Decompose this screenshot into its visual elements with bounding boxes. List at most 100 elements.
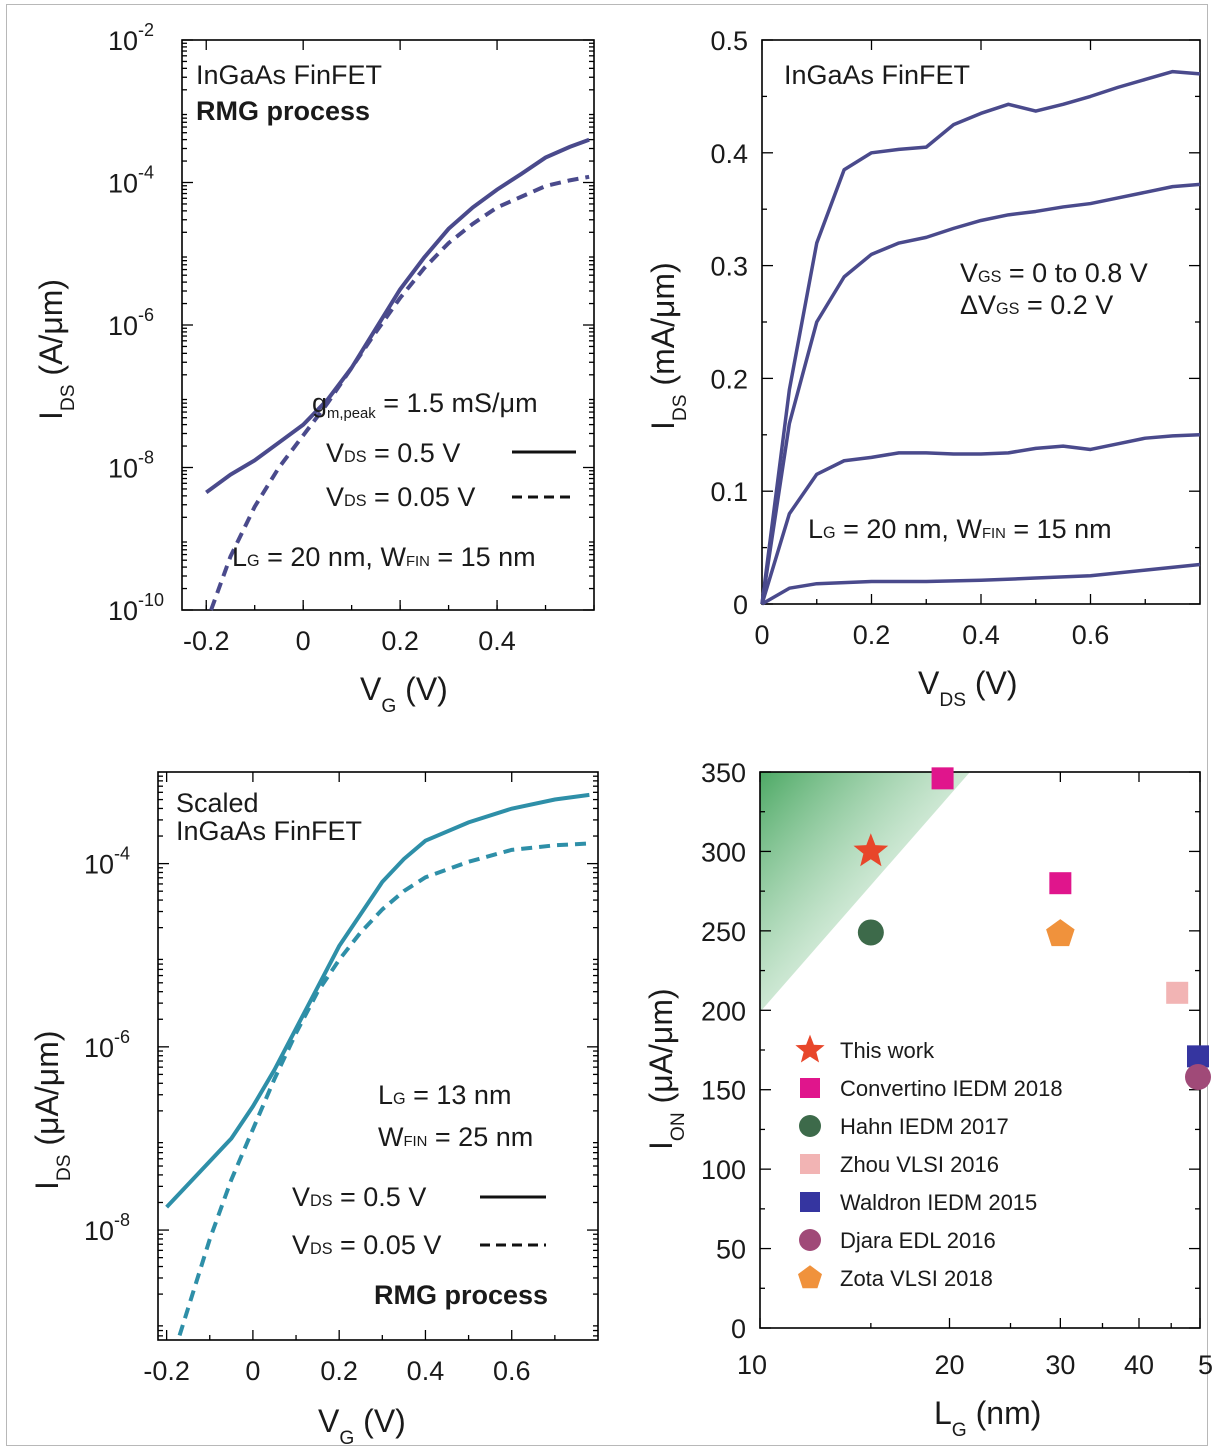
x-axis-label-part-2: (V) (966, 665, 1018, 701)
y-tick-label: 10-8 (108, 448, 154, 484)
x-tick-label: 0.4 (407, 1356, 445, 1386)
process-label: RMG process (196, 96, 370, 126)
vds-solid-label-part-2: = 0.5 V (333, 1182, 427, 1212)
gate-length-label-part-1: G (393, 1090, 406, 1108)
vds-solid-label-part-1: DS (310, 1192, 333, 1210)
fin-width-label-part-0: W (378, 1122, 404, 1152)
vds-dashed-label-part-0: V (326, 482, 344, 512)
y-tick-label: 150 (701, 1076, 746, 1106)
y-tick-label: 10-8 (84, 1210, 130, 1246)
chart-panel-4: 10 20 30 40 50 0 50 100 150 200 250 300 350 This work… (643, 758, 1214, 1441)
device-dim-label-part-3: FIN (982, 526, 1006, 542)
vds-dashed-label: VDS = 0.05 V (326, 482, 475, 512)
device-dim-label-part-4: = 15 nm (430, 542, 536, 572)
y-tick-label: 250 (701, 917, 746, 947)
vgs-step-label: ΔVGS = 0.2 V (960, 290, 1113, 320)
vds-solid-label-part-1: DS (344, 448, 367, 466)
device-dim-label-part-1: G (247, 552, 260, 570)
vds-solid-label: VDS = 0.5 V (292, 1182, 426, 1212)
series-line-1 (165, 792, 590, 1209)
y-tick-exponent: -8 (114, 1210, 130, 1230)
x-axis-label: VG (V) (318, 1403, 406, 1448)
x-tick-label: 0.4 (962, 620, 1000, 650)
y-tick-label: 50 (716, 1235, 746, 1265)
vgs-step-label-part-0: ΔV (960, 290, 996, 320)
device-dim-label-part-4: = 15 nm (1006, 514, 1112, 544)
x-axis-label: VDS (V) (918, 665, 1018, 711)
y-axis-label: IDS (mA/μm) (645, 262, 691, 430)
y-tick-exponent: -8 (138, 448, 154, 468)
device-dim-label-part-2: = 20 nm, W (260, 542, 407, 572)
vgs-range-label: VGS = 0 to 0.8 V (960, 258, 1148, 288)
y-axis-label-part-0: I (29, 1181, 65, 1190)
y-tick-base: 10 (108, 454, 138, 484)
x-tick-label: 0.6 (493, 1356, 531, 1386)
y-axis-label-part-1: ON (668, 1112, 689, 1141)
process-label: RMG process (374, 1280, 548, 1310)
y-tick-label: 0.5 (710, 26, 748, 56)
device-name: InGaAs FinFET (784, 60, 970, 90)
vds-solid-label-part-0: V (326, 438, 344, 468)
legend-label: This work (840, 1038, 935, 1063)
vds-dashed-label: VDS = 0.05 V (292, 1230, 441, 1260)
y-axis-label-part-1: DS (670, 394, 691, 421)
y-tick-exponent: -4 (114, 844, 130, 864)
device-dim-label-part-0: L (808, 514, 823, 544)
y-tick-label: 200 (701, 996, 746, 1026)
series-line-3 (760, 433, 1201, 605)
y-axis-label-part-0: I (33, 411, 69, 420)
x-axis-label-part-2: (V) (396, 671, 448, 707)
y-tick-label: 100 (701, 1155, 746, 1185)
x-tick-label: 30 (1045, 1350, 1075, 1380)
data-point-star (853, 833, 889, 867)
gm-peak-label-part-0: g (312, 388, 327, 418)
y-axis-label-part-2: (μA/μm) (643, 988, 679, 1112)
data-point-square (1166, 981, 1189, 1004)
vds-solid-label-part-2: = 0.5 V (367, 438, 461, 468)
figure-frame (6, 4, 1208, 1446)
x-tick-label: 50 (1198, 1350, 1214, 1380)
vds-dashed-label-part-1: DS (310, 1240, 333, 1258)
y-tick-base: 10 (108, 169, 138, 199)
x-tick-label: 0.2 (381, 626, 419, 656)
chart-panel-3: -0.2 0 0.2 0.4 0.610-810-610-4VG (V)IDS (μA/… (29, 771, 599, 1448)
gm-peak-label: gm,peak = 1.5 mS/μm (312, 388, 538, 422)
legend-label: Convertino IEDM 2018 (840, 1076, 1063, 1101)
device-name-line-1: Scaled (176, 788, 259, 818)
y-tick-label: 10-6 (108, 305, 154, 341)
x-axis-label-part-0: V (360, 671, 382, 707)
legend-marker (795, 1034, 825, 1063)
x-tick-label: -0.2 (143, 1356, 190, 1386)
y-tick-label: 10-10 (108, 590, 164, 626)
y-tick-exponent: -4 (138, 163, 154, 183)
fin-width-label: WFIN = 25 nm (378, 1122, 533, 1152)
y-tick-exponent: -2 (138, 20, 154, 40)
vds-dashed-label-part-1: DS (344, 492, 367, 510)
y-axis-label-part-2: (A/μm) (33, 279, 69, 385)
y-tick-label: 0 (731, 1314, 746, 1344)
x-tick-label: 0.4 (478, 626, 516, 656)
y-axis-label: IDS (A/μm) (33, 279, 79, 420)
y-tick-base: 10 (84, 1033, 114, 1063)
y-tick-label: 0.4 (710, 139, 748, 169)
data-point-square (1187, 1045, 1209, 1068)
device-dim-label: LG = 20 nm, WFIN = 15 nm (232, 542, 536, 572)
legend-label: Zhou VLSI 2016 (840, 1152, 999, 1177)
y-tick-base: 10 (108, 596, 138, 626)
x-axis-label-part-0: V (318, 1403, 340, 1439)
device-name-line-2: InGaAs FinFET (176, 816, 362, 846)
y-tick-base: 10 (108, 26, 138, 56)
data-point-pentagon (1046, 919, 1075, 947)
gm-peak-label-part-1: m,peak (327, 406, 376, 422)
vgs-step-label-part-2: = 0.2 V (1019, 290, 1113, 320)
y-tick-label: 350 (701, 758, 746, 788)
series-line-1 (205, 137, 590, 495)
vgs-range-label-part-1: GS (978, 268, 1002, 286)
y-tick-label: 10-6 (84, 1027, 130, 1063)
legend-marker (799, 1229, 821, 1251)
x-axis-label-part-1: G (381, 696, 396, 717)
vds-solid-label: VDS = 0.5 V (326, 438, 460, 468)
